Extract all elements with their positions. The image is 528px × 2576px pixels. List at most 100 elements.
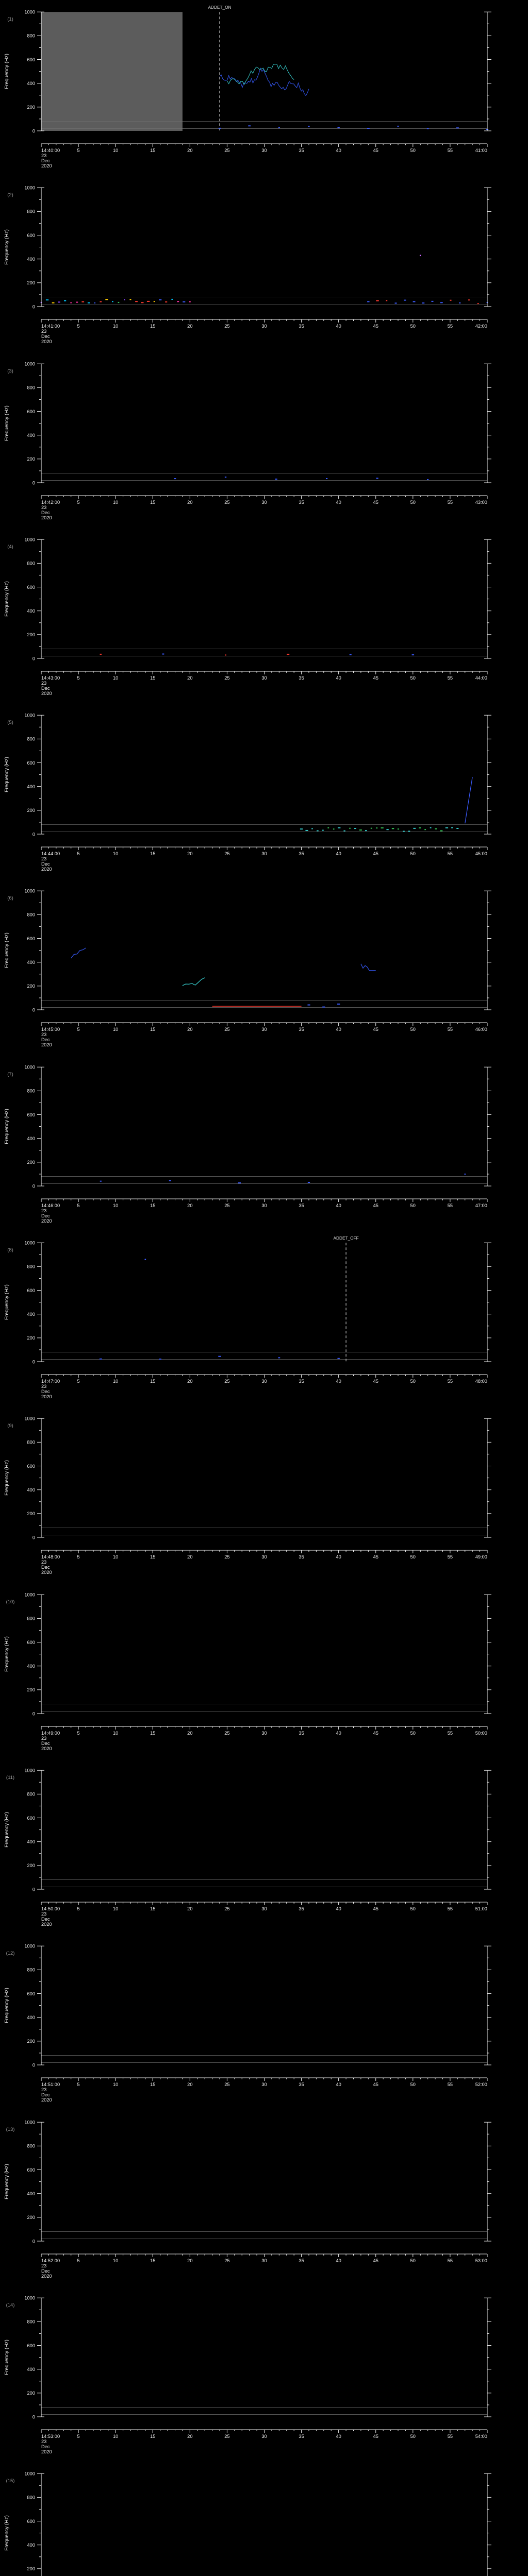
svg-text:45: 45 [373,1379,378,1384]
svg-text:55: 55 [448,675,453,681]
svg-text:20: 20 [187,1731,192,1736]
svg-text:50: 50 [410,1906,416,1911]
svg-text:800: 800 [27,1968,35,1973]
svg-text:35: 35 [299,500,304,505]
svg-text:1000: 1000 [24,889,35,894]
svg-text:5: 5 [77,1027,80,1032]
svg-text:35: 35 [299,2434,304,2439]
svg-text:14:43:00: 14:43:00 [41,675,60,681]
svg-text:1000: 1000 [24,1592,35,1597]
svg-text:23: 23 [41,681,46,686]
svg-text:Frequency (Hz): Frequency (Hz) [4,1284,10,1320]
svg-text:20: 20 [187,2082,192,2087]
svg-text:400: 400 [27,2191,35,2196]
svg-text:600: 600 [27,1816,35,1821]
svg-text:10: 10 [113,851,118,856]
svg-text:Dec: Dec [41,1213,50,1218]
svg-text:600: 600 [27,57,35,62]
svg-text:Frequency (Hz): Frequency (Hz) [4,54,10,89]
svg-text:800: 800 [27,1440,35,1445]
svg-text:400: 400 [27,1136,35,1141]
svg-text:600: 600 [27,2343,35,2348]
svg-text:10: 10 [113,1379,118,1384]
svg-text:25: 25 [224,2258,229,2263]
svg-text:Frequency (Hz): Frequency (Hz) [4,1636,10,1672]
svg-text:600: 600 [27,1288,35,1293]
svg-text:25: 25 [224,1906,229,1911]
svg-text:45: 45 [373,1027,378,1032]
svg-text:Frequency (Hz): Frequency (Hz) [4,2164,10,2199]
svg-text:50: 50 [410,1203,416,1208]
svg-text:10: 10 [113,675,118,681]
svg-text:45: 45 [373,2082,378,2087]
svg-text:40: 40 [336,2434,341,2439]
svg-text:5: 5 [77,148,80,153]
svg-text:10: 10 [113,500,118,505]
svg-text:10: 10 [113,1554,118,1560]
svg-text:200: 200 [27,2215,35,2220]
svg-text:40: 40 [336,2082,341,2087]
svg-text:40: 40 [336,851,341,856]
svg-text:ADDET_ON: ADDET_ON [208,5,231,10]
svg-text:800: 800 [27,912,35,918]
svg-text:23: 23 [41,505,46,510]
svg-text:1000: 1000 [24,1241,35,1246]
svg-text:20: 20 [187,1906,192,1911]
svg-text:(13): (13) [6,2127,15,2132]
svg-text:50: 50 [410,324,416,329]
svg-text:35: 35 [299,324,304,329]
svg-text:1000: 1000 [24,2295,35,2300]
svg-text:10: 10 [113,148,118,153]
svg-text:400: 400 [27,960,35,965]
svg-text:25: 25 [224,324,229,329]
svg-text:1000: 1000 [24,185,35,191]
svg-text:55: 55 [448,2258,453,2263]
svg-text:5: 5 [77,851,80,856]
svg-text:0: 0 [32,1359,35,1364]
svg-text:2020: 2020 [41,1570,52,1575]
svg-text:14:47:00: 14:47:00 [41,1379,60,1384]
svg-text:1000: 1000 [24,2120,35,2125]
svg-text:20: 20 [187,148,192,153]
svg-text:800: 800 [27,2495,35,2500]
svg-text:52:00: 52:00 [475,2082,487,2087]
svg-text:35: 35 [299,2082,304,2087]
svg-text:50: 50 [410,2082,416,2087]
svg-text:5: 5 [77,324,80,329]
svg-text:400: 400 [27,1487,35,1493]
svg-text:(10): (10) [6,1599,15,1605]
svg-text:20: 20 [187,851,192,856]
svg-text:30: 30 [261,1731,267,1736]
svg-text:14:50:00: 14:50:00 [41,1906,60,1911]
svg-text:200: 200 [27,1335,35,1341]
svg-text:10: 10 [113,1027,118,1032]
svg-text:2020: 2020 [41,1042,52,1047]
svg-text:1000: 1000 [24,2471,35,2477]
svg-text:10: 10 [113,2258,118,2263]
svg-text:55: 55 [448,851,453,856]
svg-text:25: 25 [224,1731,229,1736]
svg-text:Dec: Dec [41,1389,50,1394]
svg-text:23: 23 [41,2439,46,2444]
svg-text:23: 23 [41,1384,46,1389]
svg-text:2020: 2020 [41,515,52,520]
svg-text:800: 800 [27,209,35,214]
svg-text:50: 50 [410,148,416,153]
svg-text:23: 23 [41,1911,46,1917]
svg-text:Frequency (Hz): Frequency (Hz) [4,1461,10,1496]
svg-text:30: 30 [261,1906,267,1911]
svg-text:15: 15 [150,500,155,505]
svg-text:600: 600 [27,1112,35,1117]
svg-text:40: 40 [336,1379,341,1384]
svg-text:200: 200 [27,1511,35,1516]
svg-text:15: 15 [150,324,155,329]
svg-text:400: 400 [27,257,35,262]
svg-text:(7): (7) [7,1072,13,1077]
svg-text:2020: 2020 [41,2097,52,2103]
svg-text:400: 400 [27,81,35,86]
svg-text:45: 45 [373,851,378,856]
svg-text:0: 0 [32,832,35,837]
svg-text:200: 200 [27,1160,35,1165]
svg-text:10: 10 [113,2082,118,2087]
svg-text:(1): (1) [7,16,13,22]
